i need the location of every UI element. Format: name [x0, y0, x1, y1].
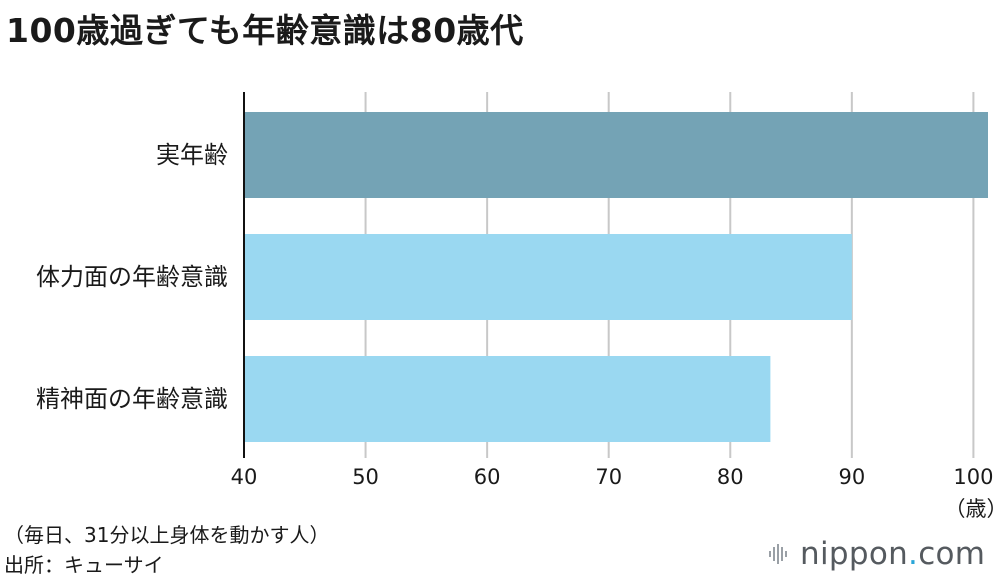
chart-note: （毎日、31分以上身体を動かす人） — [4, 523, 330, 547]
chart-title: 100歳過ぎても年齢意識は80歳代 — [6, 11, 524, 50]
x-axis-unit: （歳） — [945, 497, 1000, 521]
logo-name: nippon — [800, 536, 909, 572]
x-tick-label: 70 — [595, 465, 622, 489]
bar — [244, 356, 771, 442]
x-tick-label: 80 — [717, 465, 744, 489]
category-label: 体力面の年齢意識 — [36, 263, 228, 291]
category-label: 精神面の年齢意識 — [36, 385, 228, 413]
x-tick-label: 90 — [838, 465, 865, 489]
x-tick-label: 50 — [352, 465, 379, 489]
chart-source: 出所：キューサイ — [4, 553, 164, 577]
bar — [244, 234, 852, 320]
x-tick-label: 40 — [231, 465, 258, 489]
category-label: 実年齢 — [156, 141, 228, 169]
nippon-logo: nippon.com — [768, 536, 985, 572]
logo-text: nippon.com — [800, 536, 985, 572]
logo-bars-icon — [769, 544, 787, 564]
bar — [244, 112, 988, 198]
x-tick-label: 100 — [953, 465, 993, 489]
x-tick-label: 60 — [474, 465, 501, 489]
logo-suffix: .com — [908, 536, 986, 572]
